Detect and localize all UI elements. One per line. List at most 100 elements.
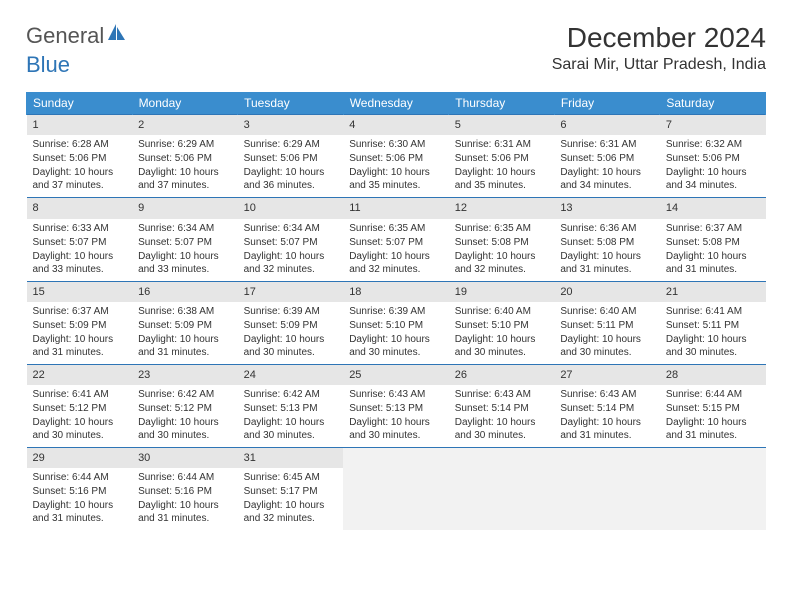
day-number: 7 [660, 115, 766, 135]
sunset-line: Sunset: 5:15 PM [666, 402, 760, 415]
sunset-line: Sunset: 5:14 PM [560, 402, 654, 415]
sunrise-line: Sunrise: 6:32 AM [666, 138, 760, 151]
calendar-cell: 8Sunrise: 6:33 AMSunset: 5:07 PMDaylight… [27, 198, 133, 281]
day-body: Sunrise: 6:41 AMSunset: 5:11 PMDaylight:… [660, 302, 766, 364]
day-number: 18 [343, 282, 449, 302]
weekday-header: Sunday [27, 92, 133, 115]
daylight-line: Daylight: 10 hours and 35 minutes. [349, 166, 443, 192]
calendar-cell: 5Sunrise: 6:31 AMSunset: 5:06 PMDaylight… [449, 115, 555, 198]
sunrise-line: Sunrise: 6:29 AM [138, 138, 232, 151]
sunrise-line: Sunrise: 6:42 AM [138, 388, 232, 401]
daylight-line: Daylight: 10 hours and 30 minutes. [349, 333, 443, 359]
sunset-line: Sunset: 5:13 PM [349, 402, 443, 415]
sunset-line: Sunset: 5:06 PM [666, 152, 760, 165]
brand-part2: Blue [26, 52, 70, 77]
day-body: Sunrise: 6:43 AMSunset: 5:14 PMDaylight:… [554, 385, 660, 447]
sunset-line: Sunset: 5:06 PM [33, 152, 127, 165]
daylight-line: Daylight: 10 hours and 31 minutes. [138, 333, 232, 359]
day-body: Sunrise: 6:39 AMSunset: 5:10 PMDaylight:… [343, 302, 449, 364]
day-number: 20 [554, 282, 660, 302]
sunrise-line: Sunrise: 6:40 AM [560, 305, 654, 318]
day-number: 10 [238, 198, 344, 218]
sunset-line: Sunset: 5:11 PM [560, 319, 654, 332]
day-body: Sunrise: 6:44 AMSunset: 5:15 PMDaylight:… [660, 385, 766, 447]
sunset-line: Sunset: 5:07 PM [33, 236, 127, 249]
day-number: 23 [132, 365, 238, 385]
sunset-line: Sunset: 5:07 PM [349, 236, 443, 249]
header: General Blue December 2024 Sarai Mir, Ut… [26, 22, 766, 78]
daylight-line: Daylight: 10 hours and 32 minutes. [455, 250, 549, 276]
day-number: 16 [132, 282, 238, 302]
sunrise-line: Sunrise: 6:44 AM [33, 471, 127, 484]
sunset-line: Sunset: 5:16 PM [138, 485, 232, 498]
sail-icon [106, 22, 126, 48]
sunrise-line: Sunrise: 6:30 AM [349, 138, 443, 151]
sunrise-line: Sunrise: 6:34 AM [244, 222, 338, 235]
sunset-line: Sunset: 5:12 PM [138, 402, 232, 415]
daylight-line: Daylight: 10 hours and 30 minutes. [244, 333, 338, 359]
day-number: 29 [27, 448, 133, 468]
daylight-line: Daylight: 10 hours and 37 minutes. [33, 166, 127, 192]
daylight-line: Daylight: 10 hours and 35 minutes. [455, 166, 549, 192]
daylight-line: Daylight: 10 hours and 32 minutes. [349, 250, 443, 276]
day-body: Sunrise: 6:37 AMSunset: 5:08 PMDaylight:… [660, 219, 766, 281]
day-body: Sunrise: 6:34 AMSunset: 5:07 PMDaylight:… [238, 219, 344, 281]
day-number: 4 [343, 115, 449, 135]
sunset-line: Sunset: 5:07 PM [138, 236, 232, 249]
day-body: Sunrise: 6:29 AMSunset: 5:06 PMDaylight:… [238, 135, 344, 197]
sunrise-line: Sunrise: 6:31 AM [455, 138, 549, 151]
calendar-cell: 4 Sunrise: 6:30 AMSunset: 5:06 PMDaylight… [343, 115, 449, 198]
sunset-line: Sunset: 5:06 PM [349, 152, 443, 165]
day-body: Sunrise: 6:34 AMSunset: 5:07 PMDaylight:… [132, 219, 238, 281]
day-body: Sunrise: 6:42 AMSunset: 5:13 PMDaylight:… [238, 385, 344, 447]
day-body: Sunrise: 6:43 AMSunset: 5:14 PMDaylight:… [449, 385, 555, 447]
calendar-cell: 18Sunrise: 6:39 AMSunset: 5:10 PMDayligh… [343, 281, 449, 364]
day-number: 3 [238, 115, 344, 135]
sunrise-line: Sunrise: 6:41 AM [33, 388, 127, 401]
daylight-line: Daylight: 10 hours and 30 minutes. [666, 333, 760, 359]
day-body: Sunrise: 6:42 AMSunset: 5:12 PMDaylight:… [132, 385, 238, 447]
day-body: Sunrise: 6:28 AMSunset: 5:06 PMDaylight:… [27, 135, 133, 197]
sunrise-line: Sunrise: 6:40 AM [455, 305, 549, 318]
sunrise-line: Sunrise: 6:31 AM [560, 138, 654, 151]
daylight-line: Daylight: 10 hours and 31 minutes. [560, 416, 654, 442]
calendar-cell: 27Sunrise: 6:43 AMSunset: 5:14 PMDayligh… [554, 364, 660, 447]
sunrise-line: Sunrise: 6:35 AM [349, 222, 443, 235]
calendar-cell [449, 448, 555, 531]
day-body: Sunrise: 6:31 AMSunset: 5:06 PMDaylight:… [449, 135, 555, 197]
day-number: 14 [660, 198, 766, 218]
sunset-line: Sunset: 5:09 PM [33, 319, 127, 332]
sunrise-line: Sunrise: 6:34 AM [138, 222, 232, 235]
day-body: Sunrise: 6:37 AMSunset: 5:09 PMDaylight:… [27, 302, 133, 364]
sunrise-line: Sunrise: 6:33 AM [33, 222, 127, 235]
sunrise-line: Sunrise: 6:43 AM [455, 388, 549, 401]
calendar-cell [343, 448, 449, 531]
calendar-body: 1Sunrise: 6:28 AMSunset: 5:06 PMDaylight… [27, 115, 766, 531]
calendar-cell: 9Sunrise: 6:34 AMSunset: 5:07 PMDaylight… [132, 198, 238, 281]
brand-part1: General [26, 23, 104, 48]
day-body: Sunrise: 6:40 AMSunset: 5:10 PMDaylight:… [449, 302, 555, 364]
daylight-line: Daylight: 10 hours and 31 minutes. [33, 333, 127, 359]
daylight-line: Daylight: 10 hours and 30 minutes. [33, 416, 127, 442]
calendar-cell: 15Sunrise: 6:37 AMSunset: 5:09 PMDayligh… [27, 281, 133, 364]
day-number: 28 [660, 365, 766, 385]
calendar-cell: 23Sunrise: 6:42 AMSunset: 5:12 PMDayligh… [132, 364, 238, 447]
sunrise-line: Sunrise: 6:43 AM [560, 388, 654, 401]
sunrise-line: Sunrise: 6:42 AM [244, 388, 338, 401]
daylight-line: Daylight: 10 hours and 30 minutes. [138, 416, 232, 442]
sunset-line: Sunset: 5:06 PM [244, 152, 338, 165]
day-number: 22 [27, 365, 133, 385]
calendar-cell: 30Sunrise: 6:44 AMSunset: 5:16 PMDayligh… [132, 448, 238, 531]
calendar-cell: 25Sunrise: 6:43 AMSunset: 5:13 PMDayligh… [343, 364, 449, 447]
daylight-line: Daylight: 10 hours and 30 minutes. [455, 416, 549, 442]
calendar-cell: 1Sunrise: 6:28 AMSunset: 5:06 PMDaylight… [27, 115, 133, 198]
daylight-line: Daylight: 10 hours and 32 minutes. [244, 250, 338, 276]
day-body: Sunrise: 6:45 AMSunset: 5:17 PMDaylight:… [238, 468, 344, 530]
sunset-line: Sunset: 5:08 PM [455, 236, 549, 249]
sunrise-line: Sunrise: 6:36 AM [560, 222, 654, 235]
day-number: 26 [449, 365, 555, 385]
day-body: Sunrise: 6:38 AMSunset: 5:09 PMDaylight:… [132, 302, 238, 364]
day-body: Sunrise: 6:32 AMSunset: 5:06 PMDaylight:… [660, 135, 766, 197]
calendar-cell: 20Sunrise: 6:40 AMSunset: 5:11 PMDayligh… [554, 281, 660, 364]
day-number: 30 [132, 448, 238, 468]
